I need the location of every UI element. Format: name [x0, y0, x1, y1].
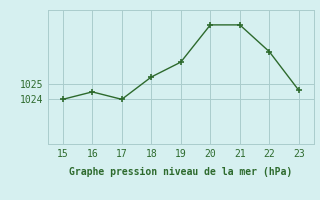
X-axis label: Graphe pression niveau de la mer (hPa): Graphe pression niveau de la mer (hPa): [69, 167, 292, 177]
